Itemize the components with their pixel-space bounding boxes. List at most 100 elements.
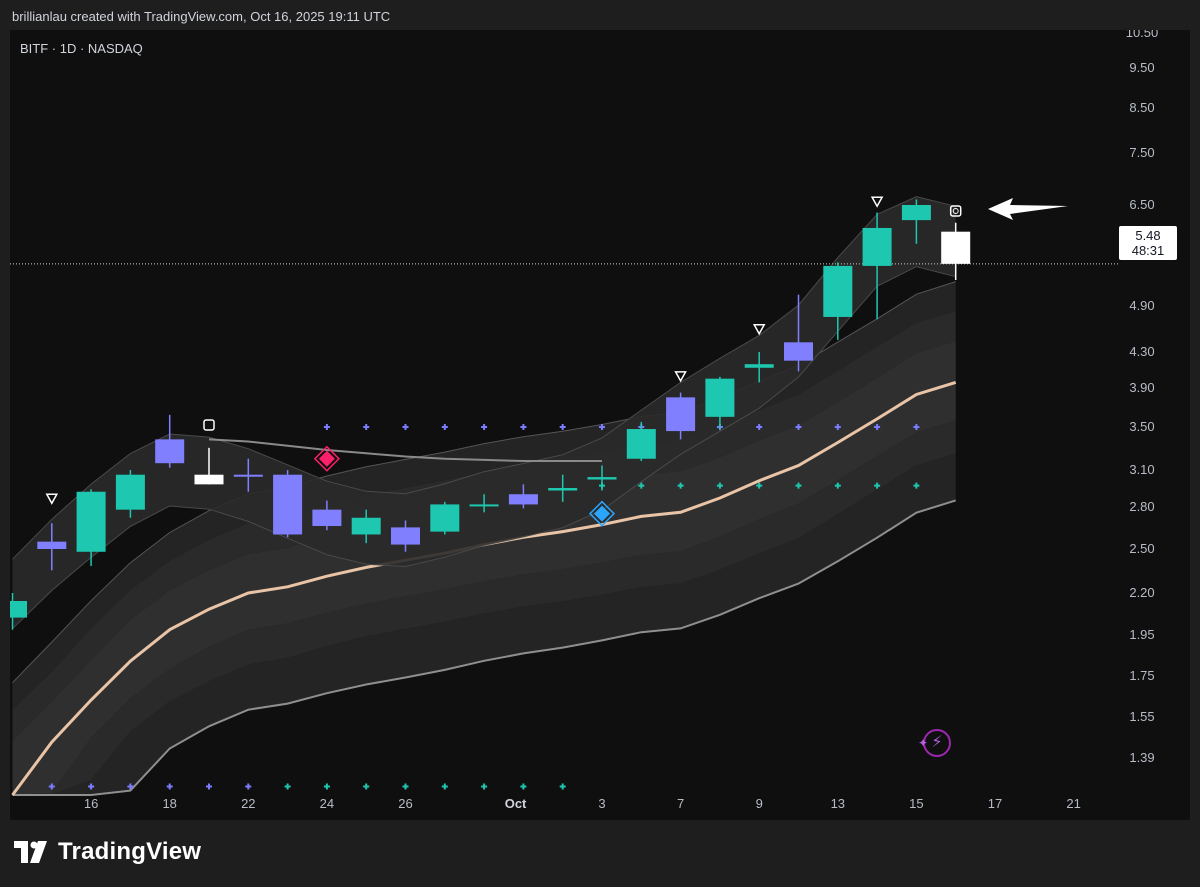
- diamond-outline-icon: [313, 445, 340, 472]
- chart-frame: 10.509.508.507.506.505.904.904.303.903.5…: [10, 30, 1190, 820]
- signal-dot: [834, 482, 841, 489]
- price-tick-label: 3.90: [1129, 380, 1154, 395]
- last-price-tag: 5.48 48:31: [1119, 226, 1177, 260]
- signal-dot: [795, 424, 802, 430]
- signal-dot: [834, 424, 841, 430]
- signal-dot: [402, 424, 409, 430]
- bar-countdown: 48:31: [1131, 243, 1165, 258]
- signal-dot: [559, 424, 566, 430]
- price-tick-label: 9.50: [1129, 60, 1154, 75]
- time-tick-label: 22: [241, 796, 255, 811]
- signal-dot: [323, 424, 330, 430]
- sell-triangle-icon: [870, 196, 884, 208]
- candle-body: [862, 227, 892, 266]
- last-price: 5.48: [1135, 228, 1161, 243]
- lower-band-line: [12, 499, 956, 796]
- signal-dot: [284, 783, 291, 790]
- time-tick-label: 15: [909, 796, 923, 811]
- tradingview-logo: TradingView: [14, 838, 201, 866]
- candle-body: [351, 517, 381, 535]
- price-axis: 10.509.508.507.506.505.904.904.303.903.5…: [1126, 30, 1159, 765]
- candle-body: [823, 265, 853, 317]
- price-tick-label: 2.50: [1129, 541, 1154, 556]
- price-tick-label: 2.20: [1129, 585, 1154, 600]
- time-tick-label: 21: [1066, 796, 1080, 811]
- price-tick-label: 6.50: [1129, 197, 1154, 212]
- candle-body: [194, 474, 224, 485]
- price-tick-label: 4.90: [1129, 298, 1154, 313]
- signal-dot: [363, 424, 370, 430]
- signal-dot: [441, 783, 448, 790]
- channel-lower: [12, 266, 956, 630]
- arrow-annotation-icon: [988, 198, 1068, 220]
- sparkle-icon: ✦: [918, 736, 929, 750]
- signal-dot: [599, 424, 605, 430]
- resistance-line: [208, 438, 602, 462]
- signal-dot: [913, 482, 920, 489]
- signal-dot: [638, 482, 645, 489]
- signal-dot: [481, 783, 488, 790]
- price-chart[interactable]: 10.509.508.507.506.505.904.904.303.903.5…: [10, 30, 1190, 820]
- price-tick-label: 1.95: [1129, 627, 1154, 642]
- candle-body: [233, 474, 263, 477]
- candle-body: [587, 477, 617, 480]
- signal-dot: [874, 482, 881, 489]
- signal-dot: [441, 424, 448, 430]
- signal-dots: [10, 263, 1118, 790]
- diamond-fill-icon: [594, 505, 610, 522]
- candle-body: [430, 504, 460, 532]
- candle-body: [548, 488, 578, 491]
- signal-dot: [481, 424, 488, 430]
- signal-dot: [88, 783, 95, 790]
- price-tick-label: 3.50: [1129, 419, 1154, 434]
- candle-body: [705, 378, 735, 417]
- signal-dot: [323, 783, 330, 790]
- candle-body: [744, 364, 774, 368]
- signal-dot: [127, 783, 134, 790]
- chart-caption: brillianlau created with TradingView.com…: [12, 9, 391, 24]
- diamond-outline-icon: [588, 500, 616, 527]
- price-tick-label: 7.50: [1129, 145, 1154, 160]
- candle-body: [37, 541, 67, 549]
- price-tick-label: 8.50: [1129, 100, 1154, 115]
- diamond-fill-icon: [318, 450, 335, 467]
- annotations: [988, 198, 1068, 220]
- candle-body: [76, 491, 106, 552]
- signal-dot: [245, 783, 252, 790]
- signal-dot: [874, 424, 881, 430]
- signal-dot: [756, 424, 763, 430]
- signal-dot: [756, 482, 763, 489]
- candle-body: [626, 429, 656, 459]
- signal-dot: [520, 424, 527, 430]
- candle-body: [784, 342, 813, 361]
- signal-dot: [795, 482, 802, 489]
- sell-triangle-icon: [752, 324, 766, 336]
- time-tick-label: Oct: [505, 796, 527, 811]
- time-tick-label: 26: [398, 796, 412, 811]
- price-tick-label: 3.10: [1129, 462, 1154, 477]
- lightning-icon[interactable]: ⚡: [923, 729, 951, 757]
- candle-body: [273, 474, 303, 535]
- time-axis: 16 18 22 24 26 Oct 3 7 9 13 15 17 21: [84, 796, 1081, 811]
- price-tick-label: 10.50: [1126, 30, 1159, 40]
- signal-dot: [166, 783, 173, 790]
- time-tick-label: 3: [598, 796, 605, 811]
- time-tick-label: 17: [988, 796, 1002, 811]
- square-signal-icon: [949, 205, 962, 217]
- price-tick-label: 1.55: [1129, 709, 1154, 724]
- signal-dot: [913, 424, 920, 430]
- signal-dot: [402, 783, 409, 790]
- signal-dot: [206, 783, 212, 790]
- candle-body: [155, 439, 185, 464]
- tv-logo-icon: [14, 841, 47, 863]
- candles: [10, 199, 971, 630]
- time-tick-label: 16: [84, 796, 98, 811]
- price-tick-label: 4.30: [1129, 344, 1154, 359]
- candle-body: [941, 231, 971, 264]
- ma-band-fill: [12, 420, 956, 795]
- signal-dot: [363, 783, 370, 790]
- sell-triangle-icon: [674, 371, 687, 383]
- time-tick-label: 7: [677, 796, 684, 811]
- candle-body: [391, 527, 420, 545]
- symbol-label[interactable]: BITF · 1D · NASDAQ: [20, 41, 143, 56]
